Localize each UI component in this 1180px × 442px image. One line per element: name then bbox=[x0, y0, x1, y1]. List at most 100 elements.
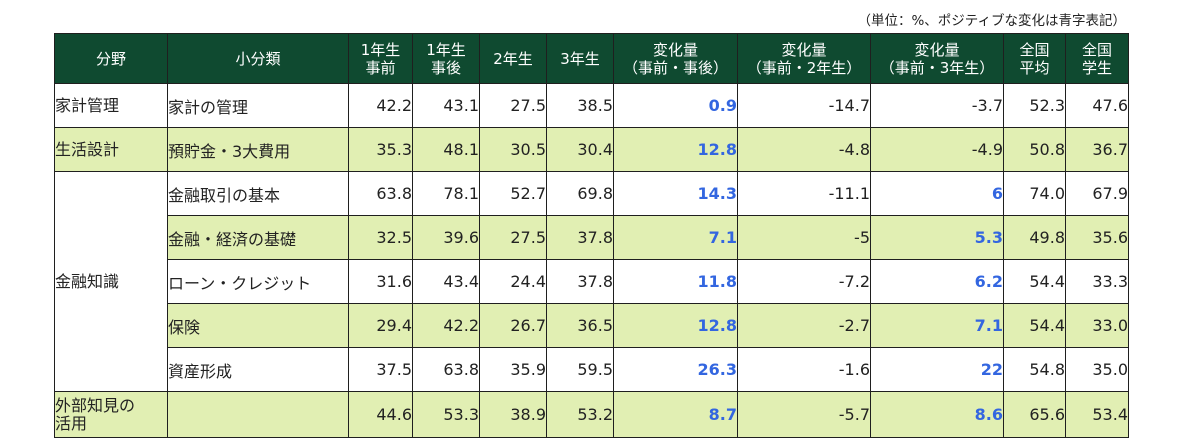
change-before-after-cell: 0.9 bbox=[613, 83, 738, 128]
y1-before-cell: 32.5 bbox=[348, 215, 413, 260]
national-students-cell: 33.3 bbox=[1065, 259, 1129, 304]
header-field: 分野 bbox=[54, 33, 168, 84]
change-before-after-cell: 12.8 bbox=[613, 303, 738, 348]
header-y1-after: 1年生 事後 bbox=[412, 33, 480, 84]
header-change-before-y2: 変化量 （事前・2年生） bbox=[737, 33, 871, 84]
y3-cell: 53.2 bbox=[546, 391, 614, 438]
change-before-y2-cell: -5.7 bbox=[737, 391, 871, 438]
change-before-y2-cell: -2.7 bbox=[737, 303, 871, 348]
national-students-cell: 67.9 bbox=[1065, 171, 1129, 216]
header-line: 全国 bbox=[1081, 40, 1112, 59]
y3-cell: 37.8 bbox=[546, 259, 614, 304]
category-life-planning: 生活設計 bbox=[54, 127, 168, 172]
unit-note: （単位：%、ポジティブな変化は青字表記） bbox=[857, 13, 1126, 29]
change-before-after-cell: 26.3 bbox=[613, 347, 738, 392]
y1-after-cell: 63.8 bbox=[412, 347, 480, 392]
change-before-y3-cell: 7.1 bbox=[870, 303, 1004, 348]
change-before-y2-cell: -5 bbox=[737, 215, 871, 260]
y1-before-cell: 44.6 bbox=[348, 391, 413, 438]
y1-before-cell: 29.4 bbox=[348, 303, 413, 348]
y3-cell: 37.8 bbox=[546, 215, 614, 260]
change-before-y3-cell: 8.6 bbox=[870, 391, 1004, 438]
national-students-cell: 47.6 bbox=[1065, 83, 1129, 128]
header-change-before-y3: 変化量 （事前・3年生） bbox=[870, 33, 1004, 84]
data-table: 分野 小分類 1年生 事前 1年生 事後 2年生 3年生 変化量 （事前・事後） 変化… bbox=[54, 33, 1129, 438]
header-change-before-after: 変化量 （事前・事後） bbox=[613, 33, 738, 84]
y1-before-cell: 31.6 bbox=[348, 259, 413, 304]
change-before-after-cell: 7.1 bbox=[613, 215, 738, 260]
national-avg-cell: 52.3 bbox=[1003, 83, 1066, 128]
y1-before-cell: 37.5 bbox=[348, 347, 413, 392]
national-students-cell: 33.0 bbox=[1065, 303, 1129, 348]
change-before-after-cell: 12.8 bbox=[613, 127, 738, 172]
header-line: （事前・2年生） bbox=[746, 58, 862, 77]
table-row: ローン・クレジット 31.6 43.4 24.4 37.8 11.8 -7.2 … bbox=[55, 259, 1129, 304]
national-avg-cell: 65.6 bbox=[1003, 391, 1066, 438]
subcategory-cell: 家計の管理 bbox=[167, 83, 349, 128]
y1-after-cell: 48.1 bbox=[412, 127, 480, 172]
category-line: 活用 bbox=[55, 413, 88, 433]
header-y2: 2年生 bbox=[479, 33, 547, 84]
change-before-y2-cell: -11.1 bbox=[737, 171, 871, 216]
y1-after-cell: 78.1 bbox=[412, 171, 480, 216]
table-row: 家計管理 家計の管理 42.2 43.1 27.5 38.5 0.9 -14.7… bbox=[54, 83, 1129, 128]
y1-after-cell: 42.2 bbox=[412, 303, 480, 348]
header-y3: 3年生 bbox=[546, 33, 614, 84]
change-before-after-cell: 14.3 bbox=[613, 171, 738, 216]
y1-after-cell: 43.1 bbox=[412, 83, 480, 128]
y2-cell: 26.7 bbox=[479, 303, 547, 348]
subcategory-cell: 預貯金・3大費用 bbox=[167, 127, 349, 172]
y1-after-cell: 43.4 bbox=[412, 259, 480, 304]
y3-cell: 69.8 bbox=[546, 171, 614, 216]
header-line: 1年生 bbox=[426, 40, 466, 59]
subcategory-cell: 資産形成 bbox=[167, 347, 349, 392]
subcategory-cell: 金融取引の基本 bbox=[167, 171, 349, 216]
y2-cell: 27.5 bbox=[479, 83, 547, 128]
category-line: 外部知見の bbox=[55, 395, 136, 415]
table-row: 外部知見の 活用 44.6 53.3 38.9 53.2 8.7 -5.7 8.6… bbox=[54, 391, 1129, 438]
national-students-cell: 35.6 bbox=[1065, 215, 1129, 260]
header-row: 分野 小分類 1年生 事前 1年生 事後 2年生 3年生 変化量 （事前・事後） 変化… bbox=[54, 33, 1129, 84]
change-before-y2-cell: -14.7 bbox=[737, 83, 871, 128]
y3-cell: 59.5 bbox=[546, 347, 614, 392]
national-avg-cell: 50.8 bbox=[1003, 127, 1066, 172]
header-line: 全国 bbox=[1019, 40, 1050, 59]
national-avg-cell: 54.8 bbox=[1003, 347, 1066, 392]
change-before-y2-cell: -7.2 bbox=[737, 259, 871, 304]
table-row: 生活設計 預貯金・3大費用 35.3 48.1 30.5 30.4 12.8 -… bbox=[54, 127, 1129, 172]
y1-before-cell: 63.8 bbox=[348, 171, 413, 216]
change-before-y2-cell: -4.8 bbox=[737, 127, 871, 172]
header-national-avg: 全国 平均 bbox=[1003, 33, 1066, 84]
y3-cell: 30.4 bbox=[546, 127, 614, 172]
header-line: 平均 bbox=[1019, 58, 1050, 77]
y1-after-cell: 53.3 bbox=[412, 391, 480, 438]
y1-after-cell: 39.6 bbox=[412, 215, 480, 260]
change-before-y3-cell: 22 bbox=[870, 347, 1004, 392]
y2-cell: 27.5 bbox=[479, 215, 547, 260]
header-line: （事前・事後） bbox=[622, 58, 728, 77]
y2-cell: 30.5 bbox=[479, 127, 547, 172]
national-students-cell: 36.7 bbox=[1065, 127, 1129, 172]
table-row: 資産形成 37.5 63.8 35.9 59.5 26.3 -1.6 22 54… bbox=[55, 347, 1129, 392]
header-national-students: 全国 学生 bbox=[1065, 33, 1129, 84]
national-students-cell: 35.0 bbox=[1065, 347, 1129, 392]
table-row: 金融・経済の基礎 32.5 39.6 27.5 37.8 7.1 -5 5.3 … bbox=[55, 215, 1129, 260]
national-students-cell: 53.4 bbox=[1065, 391, 1129, 438]
y2-cell: 35.9 bbox=[479, 347, 547, 392]
header-line: （事前・3年生） bbox=[879, 58, 995, 77]
change-before-y3-cell: -4.9 bbox=[870, 127, 1004, 172]
change-before-y2-cell: -1.6 bbox=[737, 347, 871, 392]
y1-before-cell: 42.2 bbox=[348, 83, 413, 128]
subcategory-cell bbox=[167, 391, 349, 438]
y3-cell: 36.5 bbox=[546, 303, 614, 348]
y2-cell: 38.9 bbox=[479, 391, 547, 438]
header-line: 学生 bbox=[1081, 58, 1112, 77]
header-y1-before: 1年生 事前 bbox=[348, 33, 413, 84]
subcategory-cell: ローン・クレジット bbox=[167, 259, 349, 304]
change-before-y3-cell: 6.2 bbox=[870, 259, 1004, 304]
y3-cell: 38.5 bbox=[546, 83, 614, 128]
header-subcategory: 小分類 bbox=[167, 33, 349, 84]
y2-cell: 52.7 bbox=[479, 171, 547, 216]
change-before-after-cell: 11.8 bbox=[613, 259, 738, 304]
header-line: 1年生 bbox=[360, 40, 401, 59]
